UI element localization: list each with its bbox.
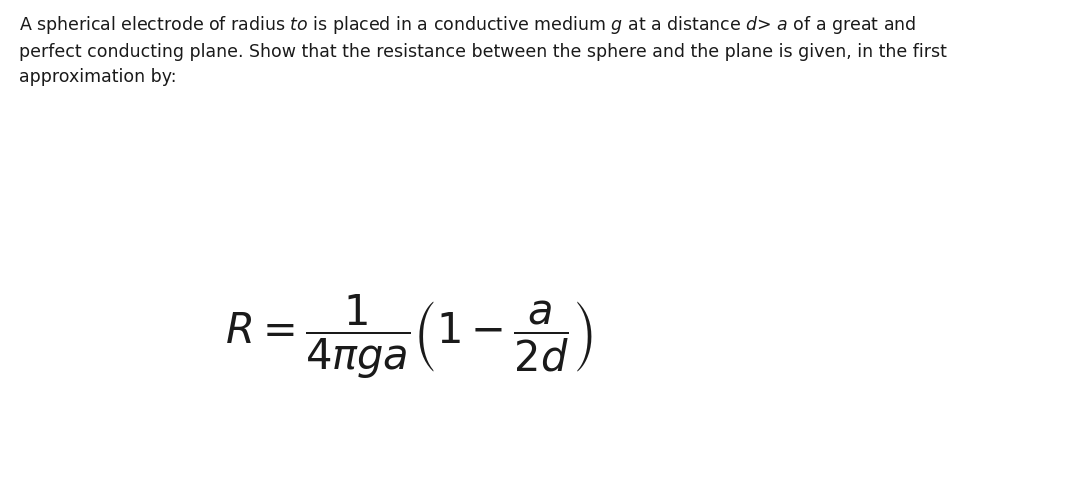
Text: A spherical electrode of radius $\mathit{to}$ is placed in a conductive medium $: A spherical electrode of radius $\mathit… (19, 14, 947, 86)
Text: $R = \dfrac{1}{4\pi g a}\left(1 - \dfrac{a}{2d}\right)$: $R = \dfrac{1}{4\pi g a}\left(1 - \dfrac… (225, 294, 592, 381)
